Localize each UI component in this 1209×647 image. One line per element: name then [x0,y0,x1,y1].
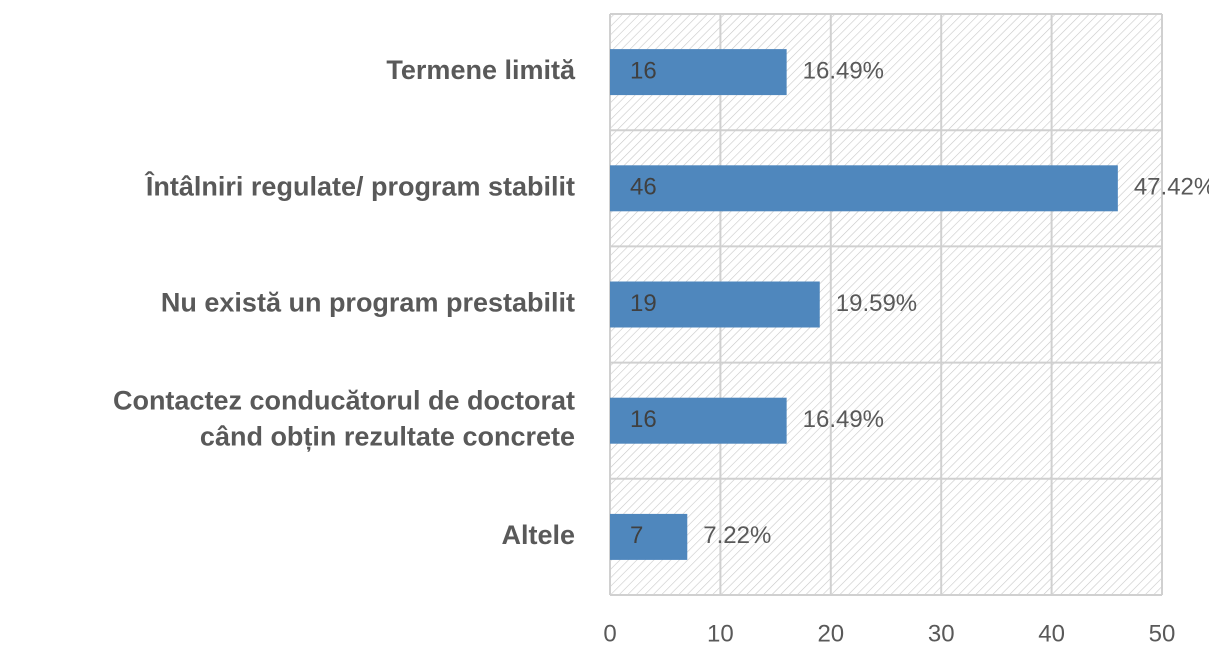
percent-label: 16.49% [803,406,884,433]
x-tick-label: 30 [928,620,955,647]
percent-label: 7.22% [703,522,771,549]
x-tick-label: 10 [707,620,734,647]
category-label: Întâlniri regulate/ program stabilit [144,170,575,201]
x-tick-label: 0 [603,620,616,647]
percent-label: 19.59% [836,290,917,317]
bar [610,281,820,328]
value-label: 16 [630,57,657,84]
value-label: 19 [630,290,657,317]
value-label: 46 [630,174,657,201]
percent-label: 16.49% [803,57,884,84]
bar [610,513,688,560]
x-tick-label: 50 [1149,620,1176,647]
category-label: Contactez conducătorul de doctorat când o… [113,386,575,452]
value-label: 16 [630,406,657,433]
bar [610,49,787,96]
x-tick-label: 20 [817,620,844,647]
x-tick-label: 40 [1038,620,1065,647]
bar [610,165,1118,212]
bar [610,397,787,444]
category-label: Termene limită [386,55,576,85]
percent-label: 47.42% [1134,174,1209,201]
category-label: Altele [501,520,575,550]
value-label: 7 [630,522,643,549]
category-label: Nu există un program prestabilit [161,288,575,318]
